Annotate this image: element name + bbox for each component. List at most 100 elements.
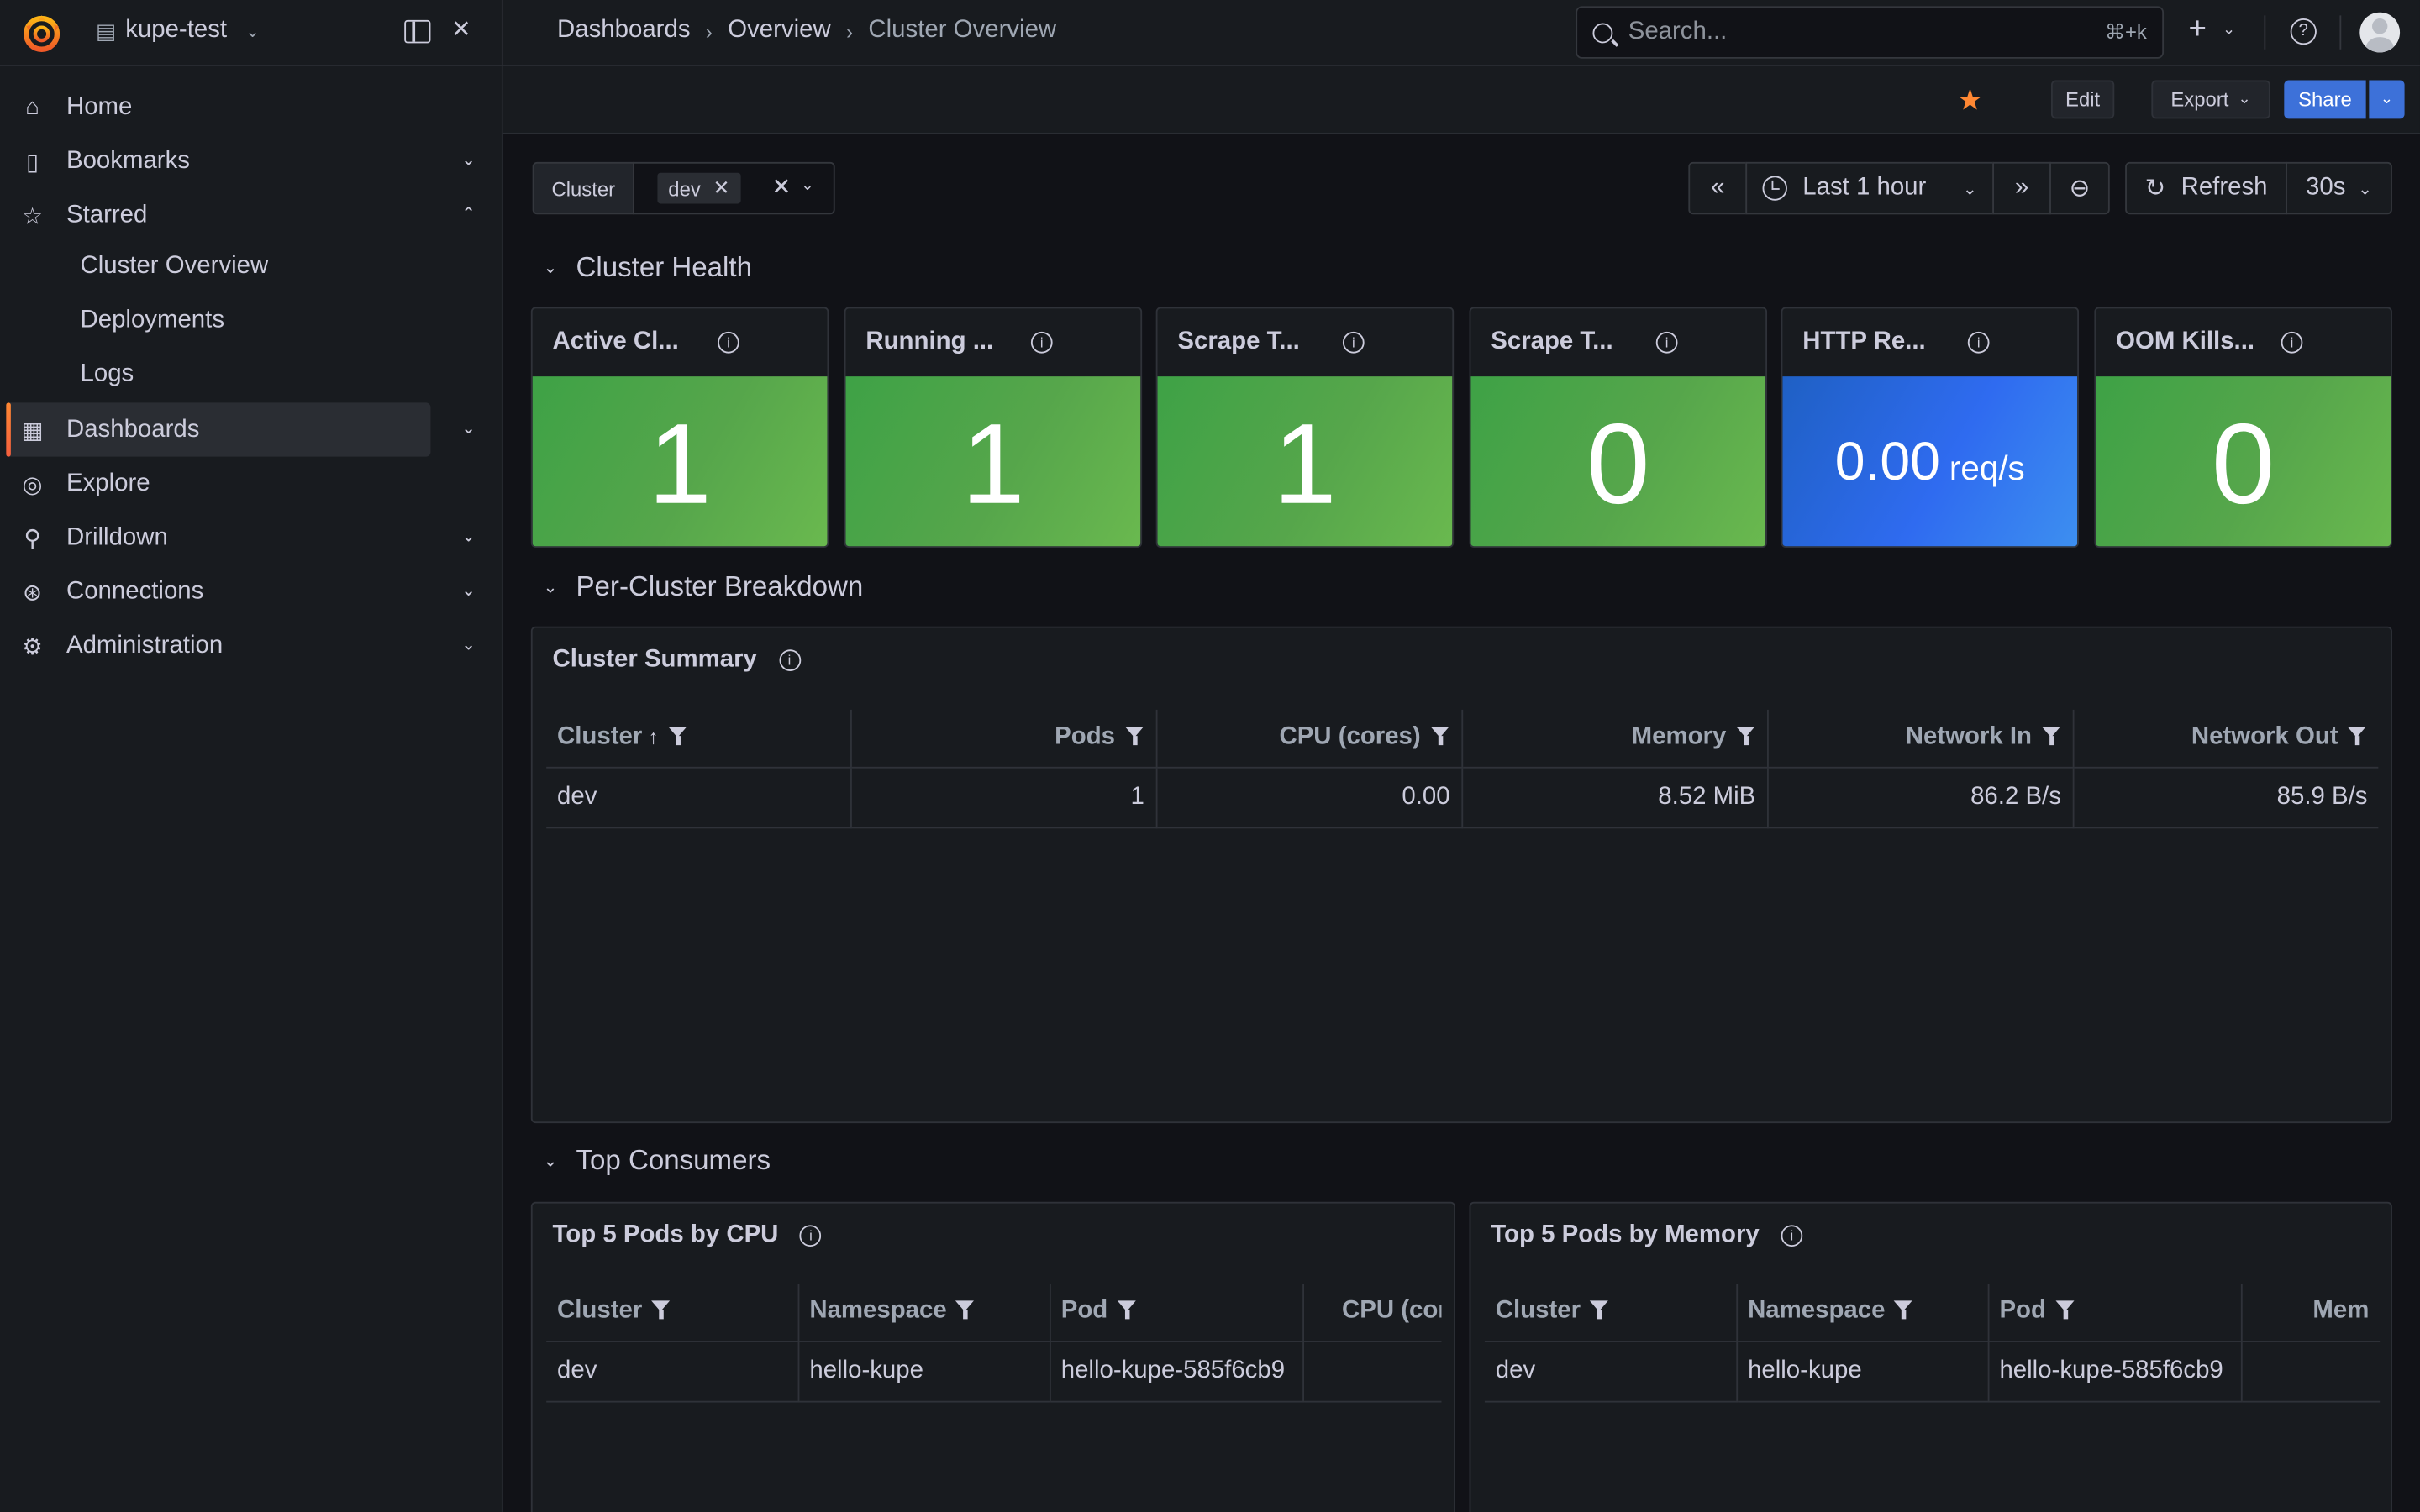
stat-panel[interactable]: Active Cl... i 1 bbox=[530, 307, 829, 549]
chevron-down-icon[interactable]: ⌄ bbox=[461, 635, 476, 654]
table-row[interactable]: dev 1 0.00 8.52 MiB 86.2 B/s 85.9 B/s bbox=[546, 766, 2379, 828]
info-icon[interactable]: i bbox=[1967, 331, 1990, 354]
column-header-network-in[interactable]: Network In bbox=[1767, 709, 2074, 768]
chevron-down-icon[interactable]: ⌄ bbox=[2222, 21, 2236, 39]
sidebar-item-deployments[interactable]: Deployments bbox=[80, 307, 225, 333]
search-input[interactable]: Search... ⌘+k bbox=[1576, 6, 2165, 59]
refresh-button[interactable]: ↻ Refresh bbox=[2125, 161, 2287, 215]
column-header-pods[interactable]: Pods bbox=[850, 709, 1157, 768]
time-shift-back-button[interactable]: « bbox=[1688, 161, 1748, 215]
refresh-interval-picker[interactable]: 30s ⌄ bbox=[2286, 161, 2392, 215]
breadcrumb-overview[interactable]: Overview bbox=[728, 17, 831, 44]
stat-panel[interactable]: Scrape T... i 1 bbox=[1155, 307, 1455, 549]
sidebar-item-home[interactable]: ⌂ Home bbox=[6, 81, 430, 134]
column-header-memory[interactable]: Mem bbox=[2240, 1284, 2381, 1342]
export-label: Export bbox=[2170, 87, 2229, 112]
filter-icon[interactable] bbox=[1590, 1300, 1610, 1320]
breadcrumb-dashboards[interactable]: Dashboards bbox=[557, 17, 691, 44]
filter-icon[interactable] bbox=[2054, 1300, 2075, 1320]
column-header-network-out[interactable]: Network Out bbox=[2072, 709, 2379, 768]
sidebar-item-bookmarks[interactable]: ▯ Bookmarks bbox=[6, 134, 430, 188]
top-cpu-panel[interactable]: Top 5 Pods by CPU i Cluster Namespace Po… bbox=[530, 1201, 1456, 1512]
row-top-consumers[interactable]: ⌄ Top Consumers bbox=[544, 1145, 771, 1178]
stat-panel[interactable]: OOM Kills... i 0 bbox=[2094, 307, 2392, 549]
sidebar-item-logs[interactable]: Logs bbox=[80, 360, 134, 388]
grafana-logo-icon[interactable] bbox=[22, 14, 62, 55]
chevron-down-icon[interactable]: ⌄ bbox=[461, 528, 476, 547]
chevron-down-icon[interactable]: ⌄ bbox=[461, 419, 476, 438]
column-label: CPU (cores) bbox=[1279, 723, 1421, 751]
export-button[interactable]: Export ⌄ bbox=[2151, 80, 2270, 119]
chevron-down-icon[interactable]: ⌄ bbox=[461, 581, 476, 601]
info-icon[interactable]: i bbox=[2281, 331, 2303, 354]
sidebar-item-connections[interactable]: ⊛ Connections bbox=[6, 564, 430, 618]
share-button[interactable]: Share bbox=[2284, 80, 2366, 119]
row-cluster-health[interactable]: ⌄ Cluster Health bbox=[544, 251, 752, 284]
sidebar-item-cluster-overview[interactable]: Cluster Overview bbox=[80, 253, 269, 280]
table-row[interactable]: dev hello-kupe hello-kupe-585f6cb9 bbox=[546, 1341, 1442, 1402]
column-header-cluster[interactable]: Cluster bbox=[546, 1284, 799, 1342]
filter-icon[interactable] bbox=[955, 1300, 976, 1320]
cluster-variable-select[interactable]: dev ✕ ✕ ⌄ bbox=[633, 161, 835, 215]
row-per-cluster-breakdown[interactable]: ⌄ Per-Cluster Breakdown bbox=[544, 571, 864, 604]
share-dropdown-button[interactable]: ⌄ bbox=[2369, 80, 2405, 119]
column-header-pod[interactable]: Pod bbox=[1049, 1284, 1304, 1342]
zoom-out-button[interactable]: ⊖ bbox=[2049, 161, 2110, 215]
chevron-down-icon: ⌄ bbox=[543, 259, 558, 278]
info-icon[interactable]: i bbox=[778, 649, 801, 671]
panel-title: HTTP Re... bbox=[1802, 328, 1926, 355]
sidebar-item-explore[interactable]: ◎ Explore bbox=[6, 457, 430, 511]
cluster-chip[interactable]: dev ✕ bbox=[657, 172, 741, 204]
row-title: Top Consumers bbox=[576, 1144, 771, 1176]
chevron-down-icon[interactable]: ⌄ bbox=[461, 150, 476, 171]
avatar[interactable] bbox=[2360, 12, 2401, 53]
filter-icon[interactable] bbox=[667, 727, 688, 746]
column-header-memory[interactable]: Memory bbox=[1461, 709, 1768, 768]
filter-icon[interactable] bbox=[1894, 1300, 1914, 1320]
stat-panel[interactable]: HTTP Re... i 0.00 req/s bbox=[1781, 307, 2080, 549]
column-header-cpu[interactable]: CPU (cores) bbox=[1155, 709, 1463, 768]
stat-panel[interactable]: Running ... i 1 bbox=[844, 307, 1143, 549]
time-range-picker[interactable]: Last 1 hour ⌄ bbox=[1745, 161, 1995, 215]
info-icon[interactable]: i bbox=[1030, 331, 1053, 354]
filter-icon[interactable] bbox=[1429, 727, 1450, 746]
column-header-cpu[interactable]: CPU (cor bbox=[1302, 1284, 1442, 1342]
info-icon[interactable]: i bbox=[1781, 1225, 1803, 1247]
add-new-icon[interactable]: + bbox=[2188, 12, 2207, 47]
sidebar-item-drilldown[interactable]: ⚲ Drilldown bbox=[6, 511, 430, 564]
time-shift-forward-button[interactable]: » bbox=[1992, 161, 2051, 215]
dock-menu-icon[interactable] bbox=[404, 19, 431, 44]
filter-icon[interactable] bbox=[1735, 727, 1755, 746]
clear-icon[interactable]: ✕ bbox=[771, 174, 792, 201]
remove-chip-icon[interactable]: ✕ bbox=[713, 176, 730, 199]
chevron-down-icon: ⌄ bbox=[245, 22, 260, 41]
filter-icon[interactable] bbox=[2041, 727, 2061, 746]
stat-panel[interactable]: Scrape T... i 0 bbox=[1469, 307, 1768, 549]
info-icon[interactable]: i bbox=[1655, 331, 1678, 354]
filter-icon[interactable] bbox=[1117, 1300, 1137, 1320]
cluster-summary-panel[interactable]: Cluster Summary i Cluster ↑ Pods CPU (cor… bbox=[530, 626, 2392, 1124]
table-row[interactable]: dev hello-kupe hello-kupe-585f6cb9 bbox=[1484, 1341, 2381, 1402]
column-header-cluster[interactable]: Cluster ↑ bbox=[546, 709, 851, 768]
top-memory-panel[interactable]: Top 5 Pods by Memory i Cluster Namespace… bbox=[1469, 1201, 2392, 1512]
column-header-cluster[interactable]: Cluster bbox=[1484, 1284, 1738, 1342]
info-icon[interactable]: i bbox=[1342, 331, 1365, 354]
filter-icon[interactable] bbox=[2347, 727, 2368, 746]
column-header-pod[interactable]: Pod bbox=[1987, 1284, 2242, 1342]
info-icon[interactable]: i bbox=[800, 1225, 822, 1247]
filter-icon[interactable] bbox=[1124, 727, 1144, 746]
org-switcher[interactable]: ▤ kupe-test ⌄ bbox=[96, 17, 260, 45]
column-header-namespace[interactable]: Namespace bbox=[1736, 1284, 1989, 1342]
column-header-namespace[interactable]: Namespace bbox=[797, 1284, 1050, 1342]
favorite-star-icon[interactable]: ★ bbox=[1956, 85, 1984, 118]
filter-icon[interactable] bbox=[651, 1300, 671, 1320]
edit-button[interactable]: Edit bbox=[2050, 80, 2115, 119]
close-menu-icon[interactable]: × bbox=[452, 12, 471, 47]
chevron-down-icon[interactable]: ⌄ bbox=[801, 177, 814, 195]
help-icon[interactable]: ? bbox=[2290, 18, 2317, 45]
info-icon[interactable]: i bbox=[718, 331, 739, 354]
sidebar-item-dashboards[interactable]: ▦ Dashboards bbox=[6, 402, 431, 457]
sidebar-item-starred[interactable]: ☆ Starred bbox=[6, 188, 430, 242]
sidebar-item-administration[interactable]: ⚙ Administration bbox=[6, 619, 430, 673]
chevron-up-icon[interactable]: ⌃ bbox=[461, 205, 476, 224]
